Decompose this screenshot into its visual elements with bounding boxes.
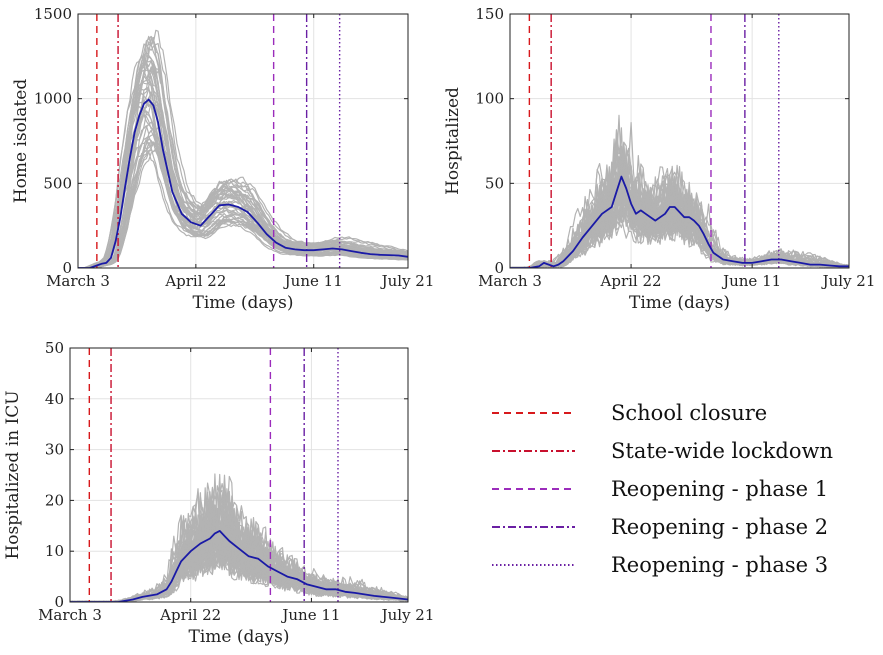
x-tick-label: June 11	[280, 606, 340, 624]
y-axis-label: Hospitalized	[443, 87, 463, 195]
y-tick-label: 500	[43, 174, 72, 192]
mean-series-line	[78, 98, 408, 268]
y-tick-label: 40	[45, 390, 64, 408]
y-tick-label: 100	[475, 90, 504, 108]
legend-item-1: School closure	[492, 401, 767, 425]
legend-label: State-wide lockdown	[611, 439, 833, 463]
x-tick-label: June 11	[283, 272, 343, 290]
ensemble-trajectory	[78, 29, 408, 268]
y-tick-label: 1500	[34, 5, 72, 23]
x-tick-label: July 21	[821, 272, 876, 290]
y-tick-label: 50	[45, 339, 64, 357]
legend-item-3: Reopening - phase 1	[492, 477, 828, 501]
ensemble-trajectory	[70, 477, 408, 602]
ensemble-trajectory	[78, 148, 408, 268]
axes-box	[69, 347, 409, 603]
legend-label: Reopening - phase 3	[611, 553, 828, 577]
y-tick-label: 10	[45, 542, 64, 560]
legend-label: Reopening - phase 1	[611, 477, 828, 501]
plot-area	[70, 348, 408, 602]
y-tick-label: 1000	[34, 90, 72, 108]
ensemble-trajectory	[78, 150, 408, 268]
mean-series-line	[70, 530, 408, 602]
ensemble-trajectory	[78, 93, 408, 268]
y-tick-label: 0	[62, 259, 72, 277]
chart-panel-2: March 3 April 22 June 11 July 21 0 50 100 150 Ti…	[443, 5, 875, 313]
y-tick-label: 0	[54, 593, 64, 611]
legend-item-5: Reopening - phase 3	[492, 553, 828, 577]
y-tick-label: 30	[45, 441, 64, 459]
legend-label: Reopening - phase 2	[611, 515, 828, 539]
y-axis-label: Hospitalized in ICU	[3, 390, 23, 559]
legend-item-2: State-wide lockdown	[492, 439, 833, 463]
x-axis-label: Time (days)	[193, 293, 294, 313]
ensemble-trajectory	[78, 105, 408, 268]
axes-box	[77, 13, 409, 269]
legend-item-4: Reopening - phase 2	[492, 515, 828, 539]
ensemble-trajectory	[78, 126, 408, 268]
axes-box	[509, 13, 850, 269]
plot-area	[510, 14, 849, 268]
x-tick-label: March 3	[478, 272, 542, 290]
y-tick-label: 20	[45, 491, 64, 509]
x-axis-label: Time (days)	[629, 293, 730, 313]
x-tick-label: June 11	[721, 272, 781, 290]
x-tick-label: July 21	[380, 272, 435, 290]
y-axis-label: Home isolated	[11, 79, 31, 204]
chart-panel-3: March 3 April 22 June 11 July 21 0 10 20 30 40 50…	[3, 339, 434, 647]
x-tick-label: April 22	[600, 272, 662, 290]
y-tick-label: 150	[475, 5, 504, 23]
x-tick-label: March 3	[46, 272, 110, 290]
x-tick-label: July 21	[380, 606, 435, 624]
x-tick-label: April 22	[164, 272, 226, 290]
ensemble-trajectory	[78, 35, 408, 268]
x-tick-label: March 3	[38, 606, 102, 624]
legend: School closure State-wide lockdown Reopeni…	[492, 401, 833, 577]
y-tick-label: 0	[494, 259, 504, 277]
ensemble-trajectory	[78, 70, 408, 268]
x-axis-label: Time (days)	[189, 627, 290, 647]
legend-label: School closure	[611, 401, 767, 425]
plot-area	[78, 14, 408, 268]
ensemble-trajectory	[78, 54, 408, 268]
mean-series-line	[510, 175, 849, 268]
y-tick-label: 50	[485, 174, 504, 192]
chart-panel-1: March 3 April 22 June 11 July 21 0 500 1000 150…	[11, 5, 434, 313]
x-tick-label: April 22	[159, 606, 221, 624]
